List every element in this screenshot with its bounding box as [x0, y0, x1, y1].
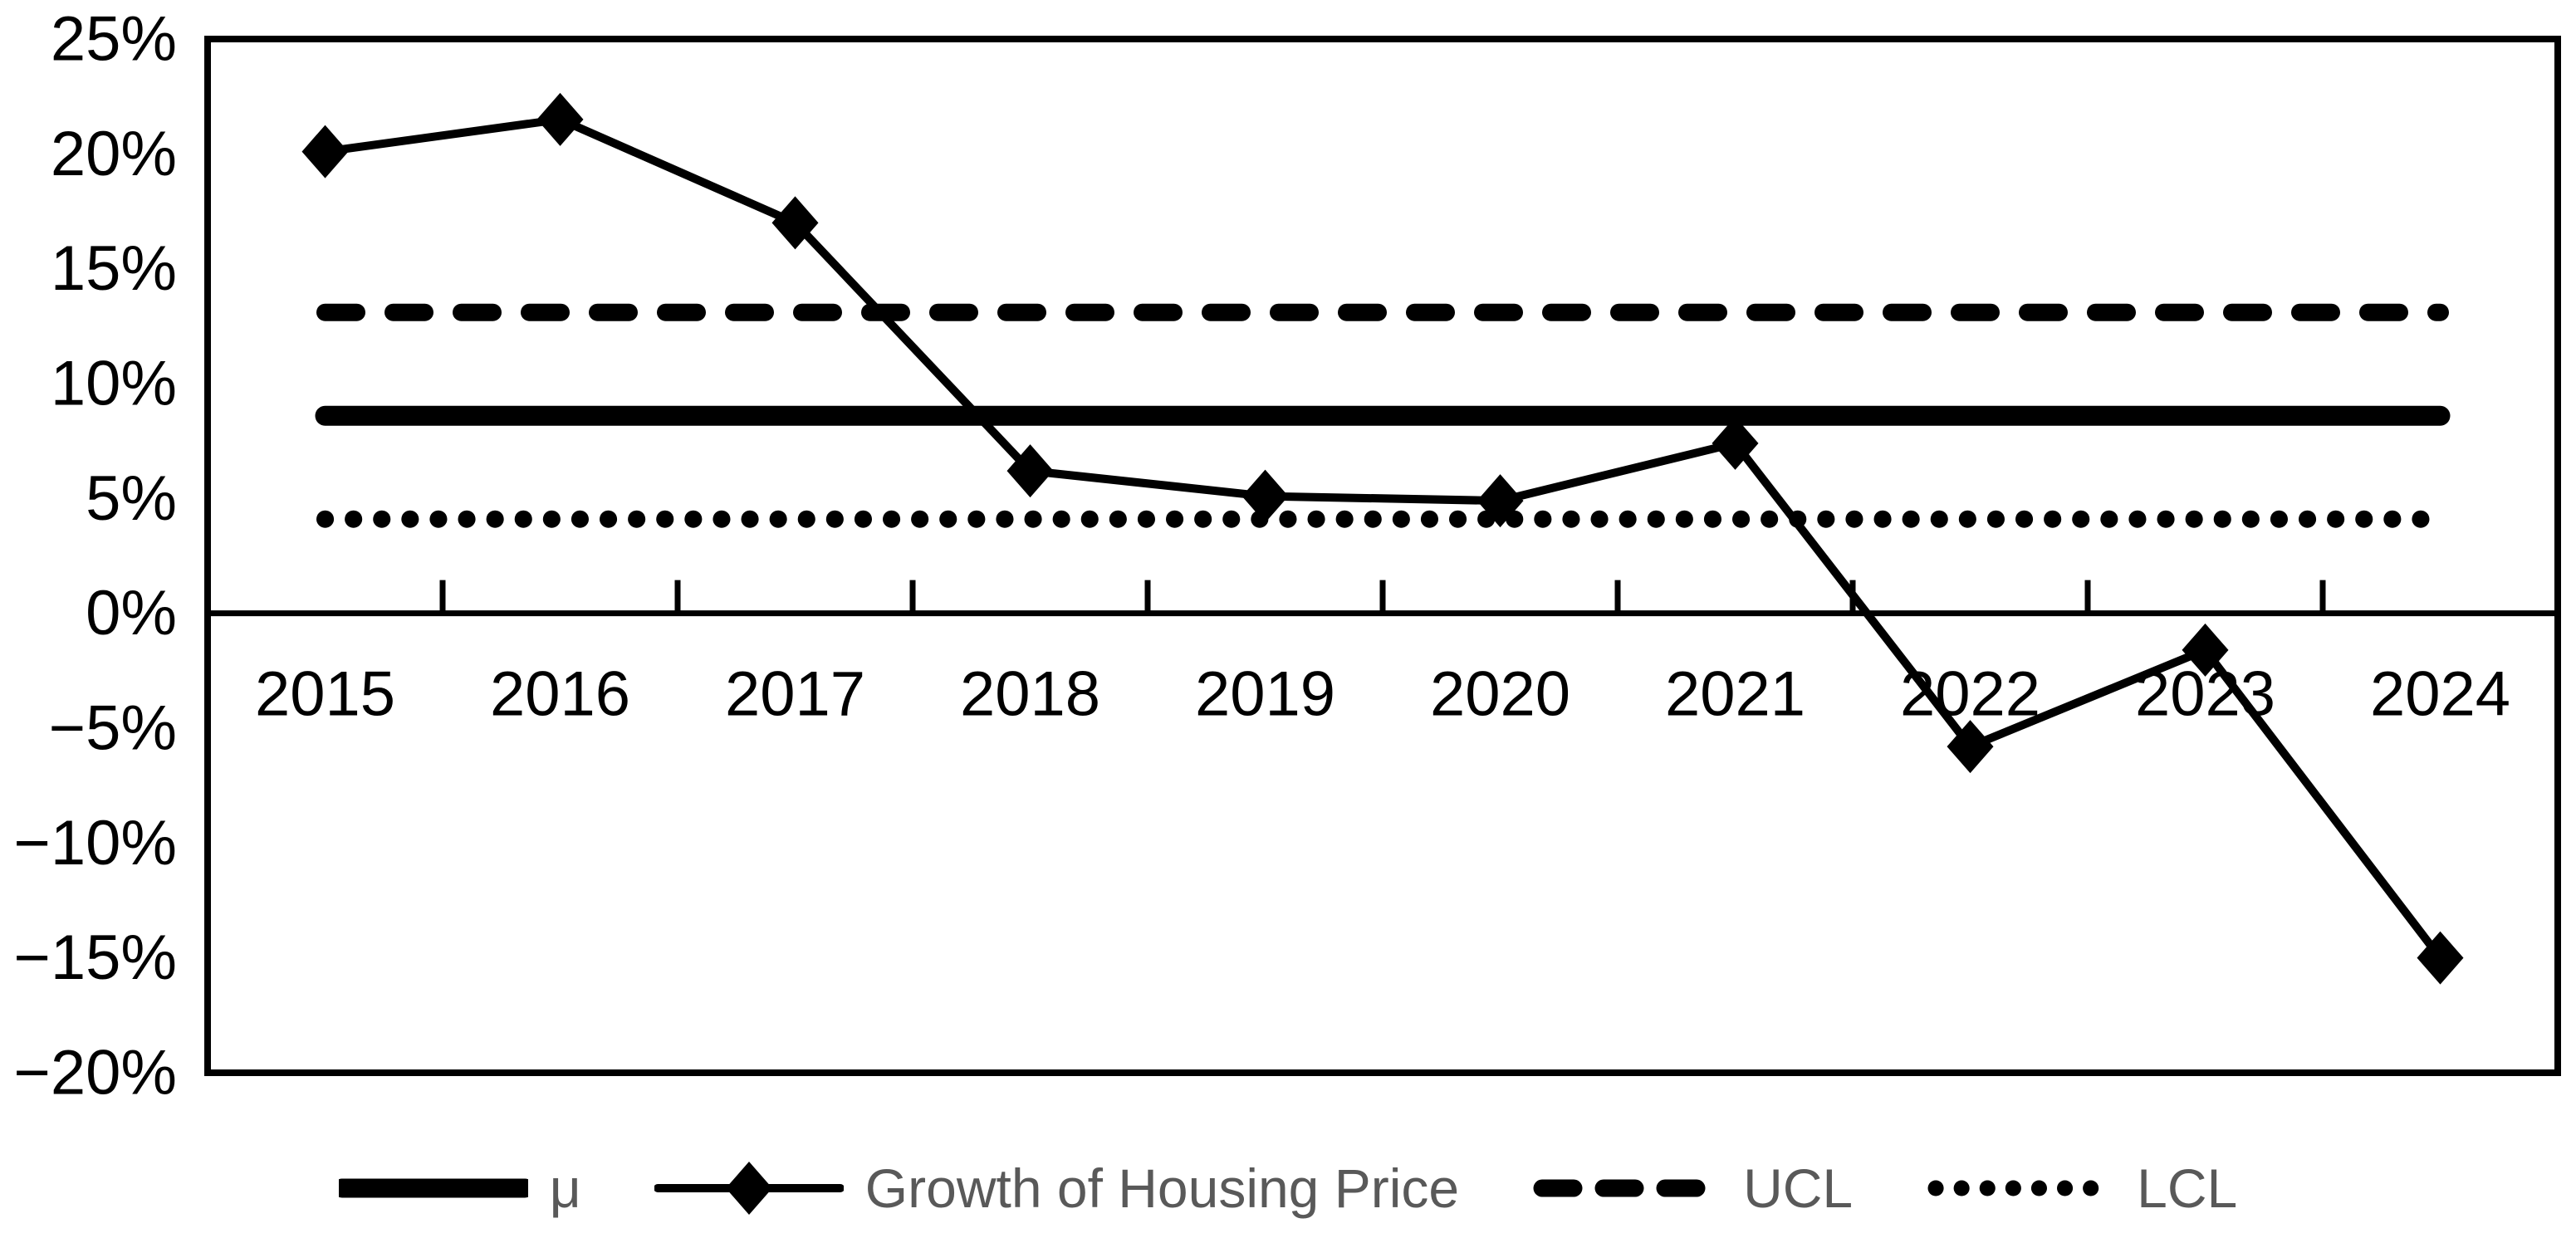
- data-point-marker-2016: [536, 92, 584, 146]
- y-axis-label: 0%: [86, 578, 177, 648]
- y-axis-label: 15%: [51, 233, 177, 304]
- x-axis-label: 2016: [490, 659, 630, 730]
- data-point-marker-2018: [1006, 444, 1054, 498]
- data-point-marker-2024: [2417, 931, 2464, 985]
- x-axis-label: 2015: [255, 659, 395, 730]
- x-axis-label: 2024: [2370, 659, 2510, 730]
- legend-label: μ: [549, 1157, 581, 1219]
- legend-item--: μ: [338, 1157, 581, 1219]
- data-point-marker-2020: [1477, 474, 1524, 528]
- legend-sample-line-diamond: [654, 1159, 844, 1217]
- data-point-marker-2022: [1947, 720, 1994, 774]
- data-point-marker-2017: [771, 196, 819, 250]
- x-axis-label: 2017: [725, 659, 865, 730]
- legend-item-growth-of-housing-price: Growth of Housing Price: [654, 1159, 1459, 1217]
- y-axis-label: −10%: [14, 808, 178, 878]
- data-point-marker-2021: [1712, 416, 1759, 470]
- y-axis-label: −15%: [14, 922, 178, 993]
- legend-sample-solid-thick: [338, 1159, 528, 1217]
- legend-sample-dotted: [1926, 1159, 2115, 1217]
- x-axis-label: 2021: [1665, 659, 1805, 730]
- chart-legend: μ Growth of Housing Price UCL LCL: [0, 1144, 2576, 1231]
- series-line: [321, 115, 2445, 962]
- legend-label: LCL: [2137, 1157, 2238, 1219]
- x-axis-label: 2022: [1900, 659, 2040, 730]
- legend-sample-dashed: [1532, 1159, 1721, 1217]
- x-axis-label: 2019: [1195, 659, 1335, 730]
- legend-label: Growth of Housing Price: [864, 1157, 1460, 1219]
- y-axis-label: 20%: [51, 119, 177, 189]
- legend-item-lcl: LCL: [1926, 1159, 2237, 1217]
- y-axis-label: −20%: [14, 1038, 178, 1108]
- y-axis-label: 25%: [51, 4, 177, 75]
- data-point-marker-2019: [1241, 469, 1289, 523]
- y-axis-label: 10%: [51, 349, 177, 419]
- x-axis-label: 2018: [960, 659, 1100, 730]
- legend-label: UCL: [1743, 1157, 1854, 1219]
- y-axis-label: −5%: [49, 693, 177, 764]
- data-point-marker-2015: [301, 125, 349, 179]
- y-axis-label: 5%: [86, 463, 177, 534]
- x-axis-label: 2020: [1430, 659, 1570, 730]
- legend-item-ucl: UCL: [1532, 1159, 1853, 1217]
- plot-border: [204, 36, 2561, 1076]
- data-point-marker-2023: [2182, 623, 2229, 677]
